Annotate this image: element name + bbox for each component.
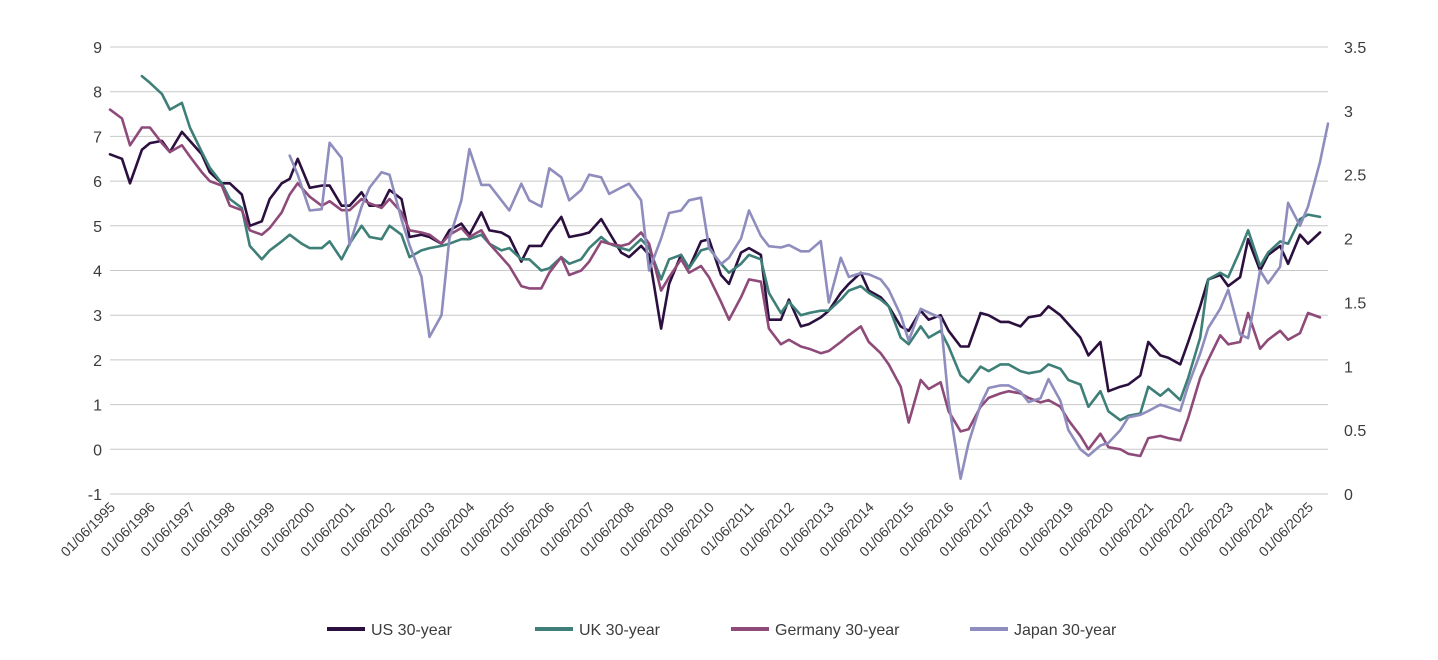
legend-label: US 30-year (371, 622, 453, 639)
y-tick-label: 7 (93, 129, 102, 146)
y-tick-label: 0 (93, 442, 102, 459)
legend-label: UK 30-year (579, 622, 661, 639)
series-lines (108, 74, 1330, 481)
x-axis-ticks: 01/06/199501/06/199601/06/199701/06/1998… (57, 499, 1316, 560)
y2-tick-label: 2.5 (1344, 168, 1366, 185)
y-tick-label: 9 (93, 40, 102, 57)
y-tick-label: 3 (93, 308, 102, 325)
y2-tick-label: 1 (1344, 359, 1353, 376)
y-tick-label: 1 (93, 398, 102, 415)
y-tick-label: 8 (93, 85, 102, 102)
y-tick-label: 5 (93, 219, 102, 236)
y2-tick-label: 0 (1344, 487, 1353, 504)
series-line-uk-30-year (140, 74, 1322, 422)
y2-tick-label: 1.5 (1344, 295, 1366, 312)
y2-tick-label: 3.5 (1344, 40, 1366, 57)
series-line-germany-30-year (108, 108, 1322, 458)
y-tick-label: 6 (93, 174, 102, 191)
y-tick-label: -1 (88, 487, 102, 504)
y2-tick-label: 0.5 (1344, 423, 1366, 440)
legend-label: Germany 30-year (775, 622, 900, 639)
y2-tick-label: 2 (1344, 232, 1353, 249)
y-axis-right-ticks: 3.5 3 2.5 2 1.5 1 0.5 0 (1344, 40, 1366, 504)
y2-tick-label: 3 (1344, 104, 1353, 121)
y-axis-left-ticks: 9 8 7 6 5 4 3 2 1 0 -1 (88, 40, 102, 504)
series-line-japan-30-year (288, 122, 1330, 481)
series-line-us-30-year (108, 130, 1322, 393)
legend: US 30-year UK 30-year Germany 30-year Japan… (327, 622, 1117, 639)
y-tick-label: 4 (93, 264, 102, 281)
y-tick-label: 2 (93, 353, 102, 370)
legend-label: Japan 30-year (1014, 622, 1117, 639)
